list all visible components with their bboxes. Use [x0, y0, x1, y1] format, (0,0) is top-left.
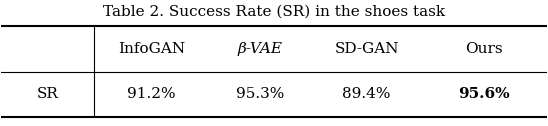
Text: SD-GAN: SD-GAN	[334, 42, 399, 56]
Text: β-VAE: β-VAE	[238, 42, 283, 56]
Text: 91.2%: 91.2%	[127, 87, 176, 101]
Text: 95.6%: 95.6%	[458, 87, 510, 101]
Text: 95.3%: 95.3%	[236, 87, 284, 101]
Text: SR: SR	[37, 87, 59, 101]
Text: Table 2. Success Rate (SR) in the shoes task: Table 2. Success Rate (SR) in the shoes …	[103, 5, 445, 19]
Text: InfoGAN: InfoGAN	[118, 42, 185, 56]
Text: Ours: Ours	[465, 42, 503, 56]
Text: 89.4%: 89.4%	[342, 87, 391, 101]
